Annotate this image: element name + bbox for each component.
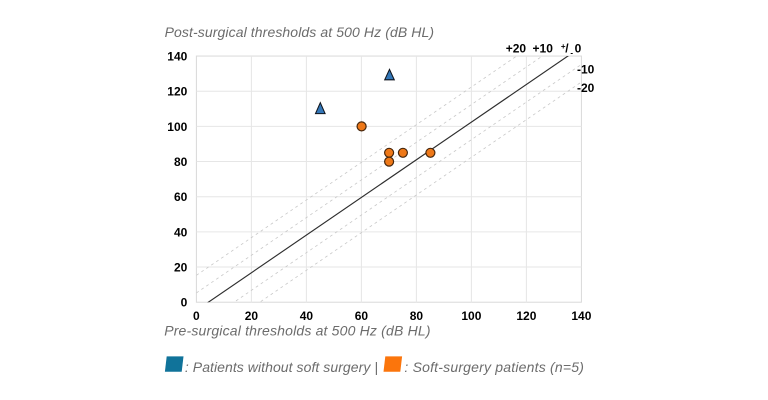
- svg-text:Pre-surgical thresholds at 500: Pre-surgical thresholds at 500 Hz (dB HL…: [164, 323, 431, 339]
- svg-text:+: +: [561, 42, 566, 51]
- svg-text:/: /: [565, 41, 569, 55]
- svg-text:+10: +10: [533, 41, 554, 55]
- svg-text:0: 0: [575, 41, 582, 55]
- svg-text:20: 20: [174, 260, 188, 274]
- svg-text:60: 60: [174, 190, 188, 204]
- svg-text:0: 0: [181, 296, 188, 310]
- svg-text:120: 120: [167, 85, 187, 99]
- svg-text:-20: -20: [577, 81, 595, 95]
- svg-text:80: 80: [410, 309, 424, 323]
- svg-text:80: 80: [174, 155, 188, 169]
- svg-text:120: 120: [516, 309, 536, 323]
- svg-text:-: -: [570, 48, 573, 57]
- svg-text:Post-surgical thresholds at 50: Post-surgical thresholds at 500 Hz (dB H…: [165, 24, 435, 40]
- svg-text:: Soft-surgery patients (n=5): : Soft-surgery patients (n=5): [404, 359, 584, 375]
- svg-text:40: 40: [300, 309, 314, 323]
- svg-text:60: 60: [355, 309, 369, 323]
- svg-text:140: 140: [167, 49, 187, 63]
- svg-text:20: 20: [245, 309, 259, 323]
- svg-text:+20: +20: [506, 41, 527, 55]
- svg-text:0: 0: [193, 309, 200, 323]
- svg-text:100: 100: [461, 309, 481, 323]
- svg-text:140: 140: [571, 309, 591, 323]
- svg-text:: Patients without soft surger: : Patients without soft surgery |: [185, 359, 378, 375]
- svg-text:-10: -10: [577, 63, 595, 77]
- svg-text:100: 100: [167, 120, 187, 134]
- svg-text:40: 40: [174, 225, 188, 239]
